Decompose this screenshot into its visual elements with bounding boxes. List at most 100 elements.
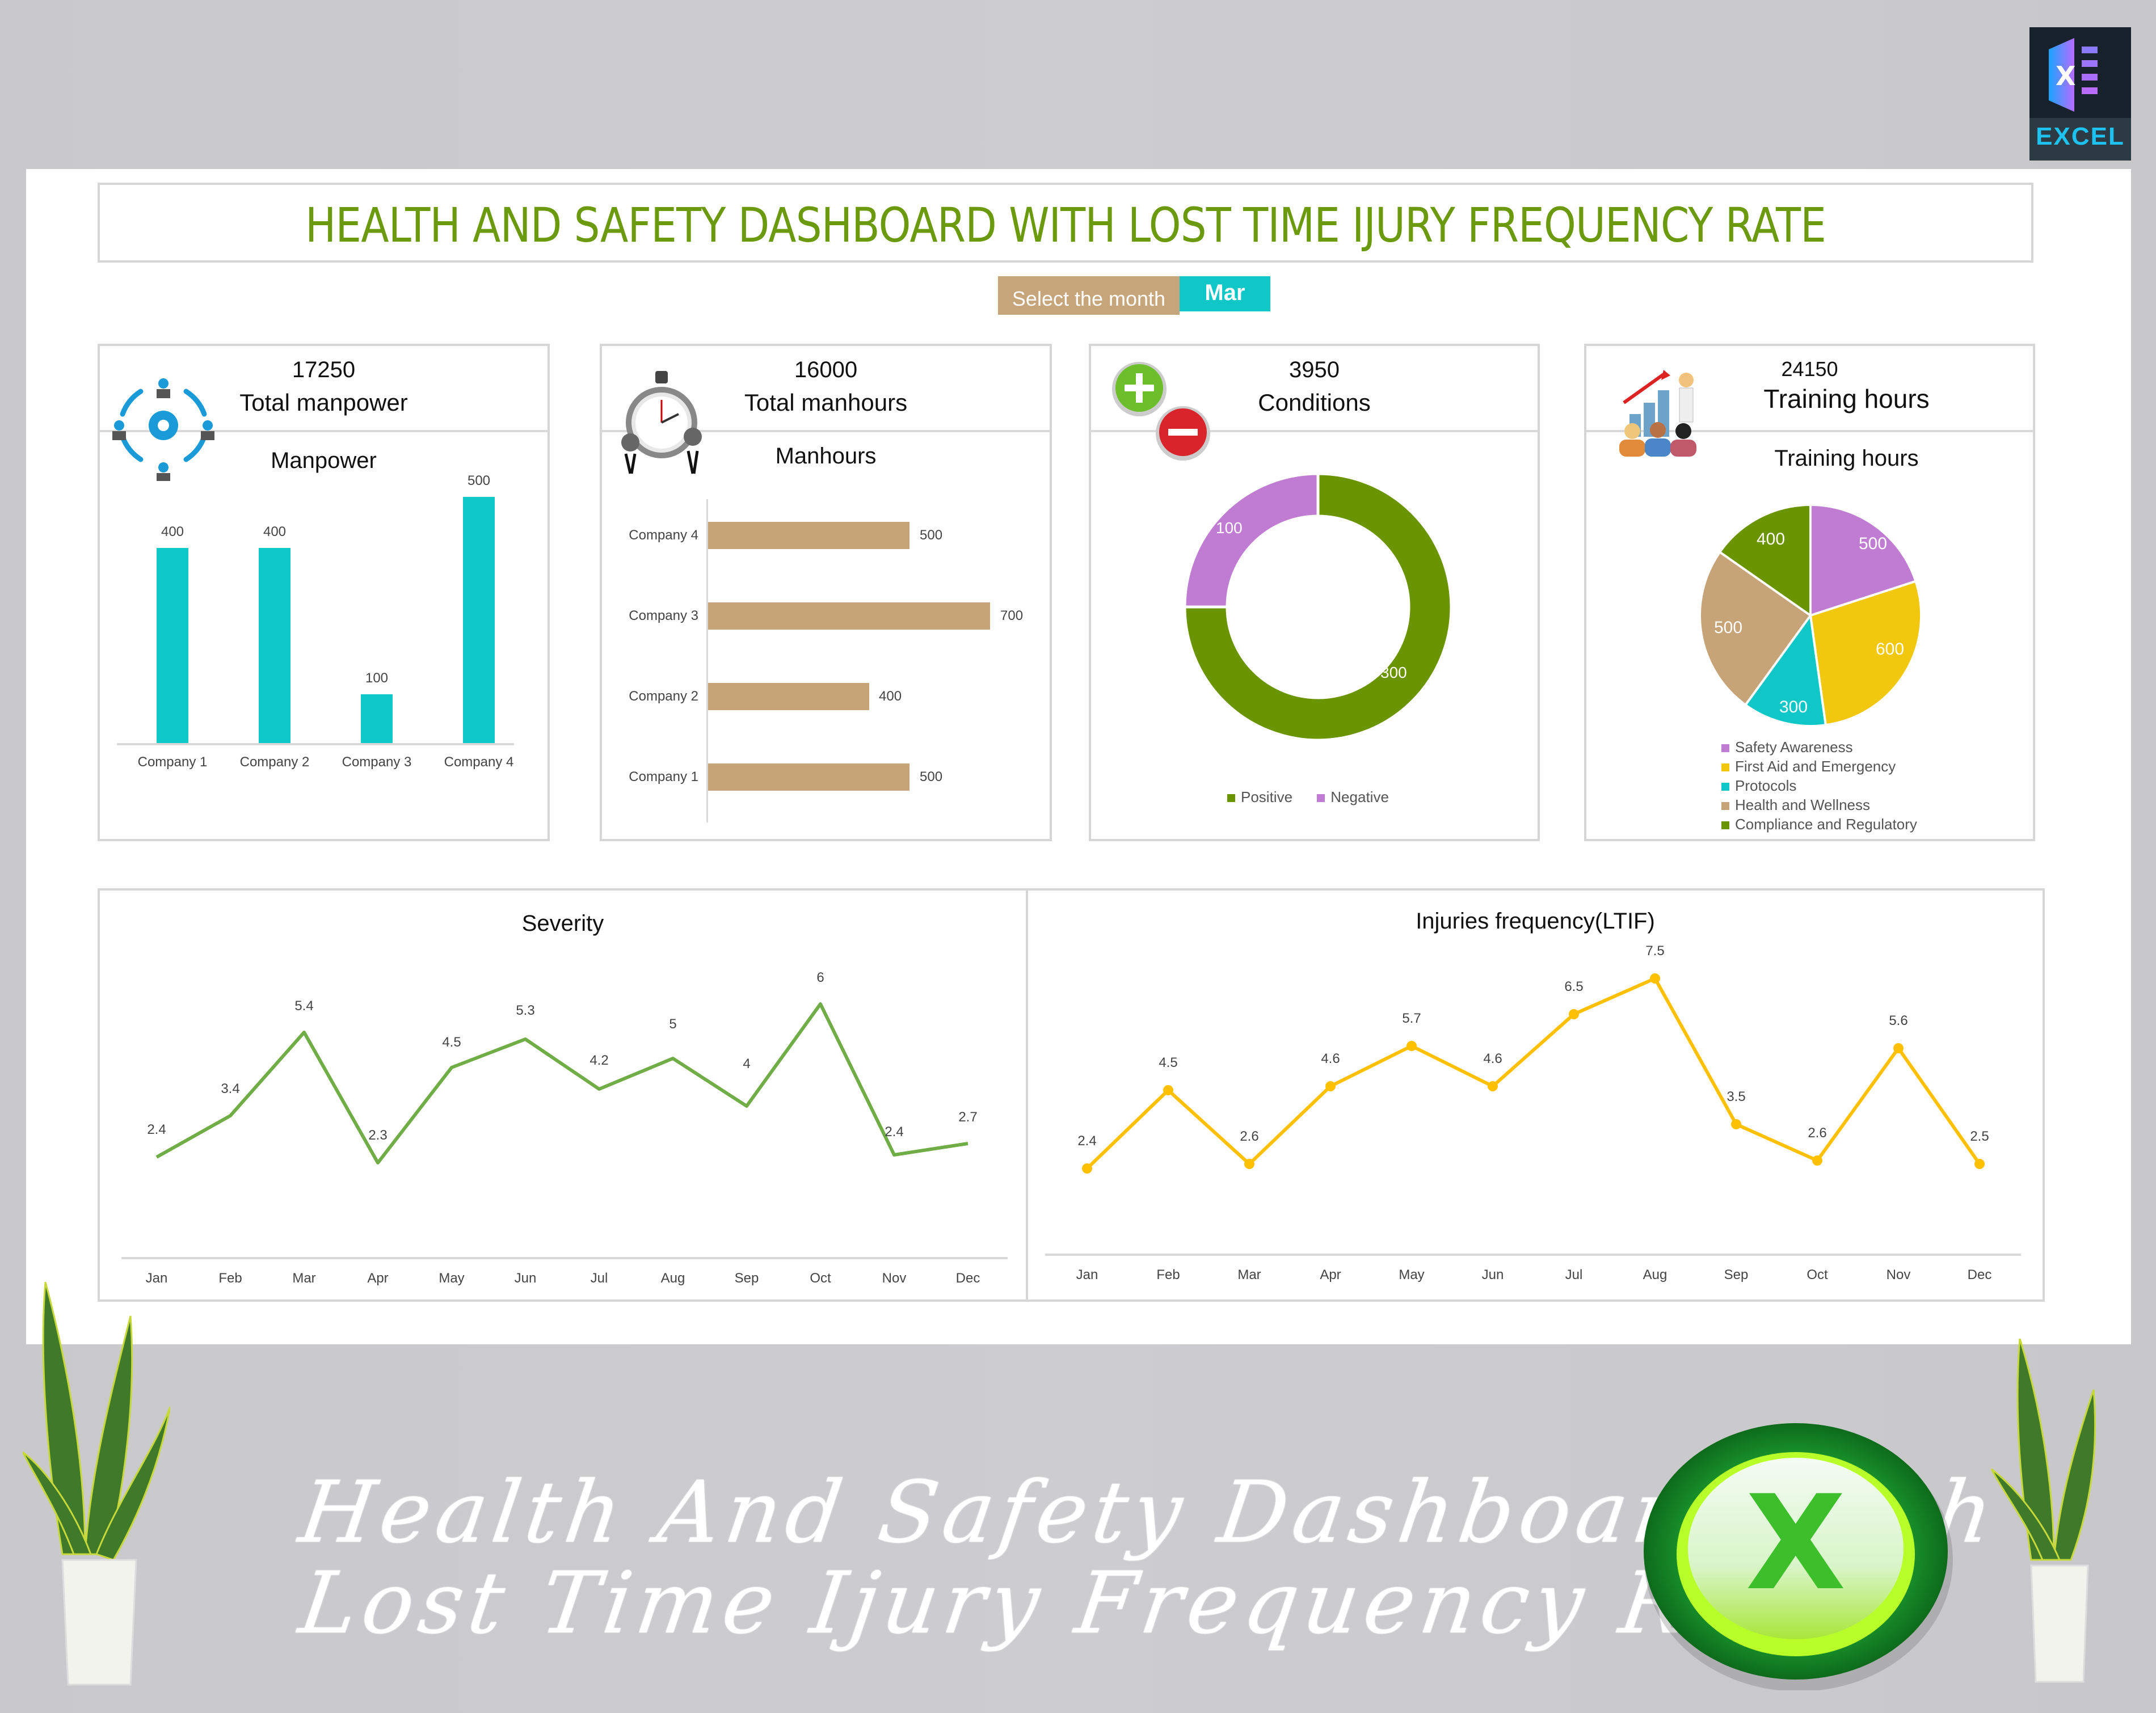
x-axis-label: Jan <box>1076 1267 1098 1282</box>
conditions-card: 3950 Conditions 100 300 Positive Negativ… <box>1089 344 1540 841</box>
data-label: 2.6 <box>1808 1125 1827 1141</box>
pie-slice-health-wellness[interactable] <box>1699 550 1812 707</box>
x-axis-label: Mar <box>1237 1267 1261 1282</box>
manhours-bar-chart: Company 4 Company 3 Company 2 Company 1 … <box>602 499 1050 828</box>
bar-company-2[interactable] <box>259 548 290 743</box>
conditions-legend: Positive Negative <box>1227 788 1389 806</box>
x-axis-label: Company 4 <box>444 754 514 770</box>
bar-value: 500 <box>920 528 943 543</box>
total-manpower-label: Total manpower <box>239 389 408 416</box>
data-label: 2.7 <box>958 1109 978 1125</box>
data-label: 4.5 <box>442 1035 461 1050</box>
data-label: 4.5 <box>1159 1055 1178 1070</box>
total-manhours-label: Total manhours <box>744 389 908 416</box>
legend-item: Safety Awareness <box>1735 739 1853 756</box>
legend-item: First Aid and Emergency <box>1735 758 1896 775</box>
pie-slice-compliance[interactable] <box>1718 503 1812 618</box>
y-axis-label: Company 1 <box>629 769 698 784</box>
excel-book-icon: X <box>2049 38 2098 112</box>
training-hours-value: 24150 <box>1781 357 1838 381</box>
plant-right-icon <box>1990 1339 2096 1683</box>
manpower-card-header: 17250 Total manpower <box>100 346 548 432</box>
bar-company-3[interactable] <box>361 694 393 743</box>
data-label: 6.5 <box>1564 979 1584 994</box>
x-axis-label: May <box>1399 1267 1425 1282</box>
ltif-chart-panel: Injuries frequency(LTIF) 2.4 4.5 2.6 4.6… <box>1026 888 2045 1302</box>
data-label: 2.6 <box>1240 1129 1259 1144</box>
pie-value: 500 <box>1714 618 1743 637</box>
training-card-header: 24150 Training hours <box>1586 346 2033 432</box>
legend-positive: Positive <box>1241 788 1293 805</box>
data-label: 4.6 <box>1483 1051 1502 1066</box>
x-axis-label: Aug <box>1643 1267 1667 1282</box>
total-manpower-value: 17250 <box>292 357 356 382</box>
x-axis-label: Sep <box>1724 1267 1749 1282</box>
data-label: 5.4 <box>294 998 314 1014</box>
data-label: 7.5 <box>1645 943 1665 959</box>
bar-value: 700 <box>1000 608 1024 623</box>
x-axis-label: Jun <box>514 1271 537 1286</box>
x-axis-label: Jan <box>145 1271 168 1286</box>
bar-company-1[interactable] <box>708 763 909 791</box>
svg-text:X: X <box>2056 61 2075 91</box>
y-axis-label: Company 2 <box>629 689 698 704</box>
conditions-value: 3950 <box>1289 357 1340 382</box>
bar-value: 500 <box>467 473 491 488</box>
severity-chart-title: Severity <box>521 911 604 936</box>
x-axis-label: Oct <box>1807 1267 1828 1282</box>
y-axis-label: Company 4 <box>629 528 698 543</box>
pie-value: 300 <box>1779 698 1808 716</box>
total-manhours-value: 16000 <box>794 357 858 382</box>
x-axis-label: Aug <box>660 1271 685 1286</box>
plus-minus-icon <box>1112 362 1210 461</box>
doughnut-slice-positive[interactable] <box>1183 472 1453 742</box>
conditions-doughnut-chart <box>1183 472 1453 742</box>
training-hours-label: Training hours <box>1763 384 1930 414</box>
bar-value: 400 <box>263 524 287 539</box>
manhours-chart-title: Manhours <box>775 444 877 469</box>
doughnut-slice-negative[interactable] <box>1183 472 1320 609</box>
footer-title-line-2: Lost Time Ijury Frequency Rate <box>293 1554 1852 1653</box>
bar-company-4[interactable] <box>708 522 909 549</box>
bar-value: 500 <box>920 769 943 784</box>
manpower-bar-chart: 400 400 100 500 Company 1 Company 2 Comp… <box>117 473 537 822</box>
x-axis-label: Company 1 <box>137 754 208 770</box>
pie-value: 400 <box>1757 530 1786 549</box>
y-axis-label: Company 3 <box>629 608 698 623</box>
bar-company-4[interactable] <box>463 497 495 743</box>
data-label: 4 <box>743 1056 751 1071</box>
bar-company-1[interactable] <box>157 548 188 743</box>
data-label: 5.6 <box>1889 1013 1908 1028</box>
manhours-card: 16000 Total manhours Manhours Company 4 … <box>600 344 1052 841</box>
manpower-chart-title: Manpower <box>271 448 377 473</box>
bar-company-3[interactable] <box>708 602 990 630</box>
x-axis-label: Jul <box>590 1271 608 1286</box>
data-label: 3.5 <box>1727 1089 1746 1104</box>
x-axis-label: Apr <box>367 1271 389 1286</box>
x-axis-label: Jul <box>1565 1267 1583 1282</box>
pie-slice-protocols[interactable] <box>1744 612 1827 728</box>
x-axis-label: Feb <box>1156 1267 1180 1282</box>
data-label: 5.3 <box>516 1003 535 1018</box>
bar-company-2[interactable] <box>708 683 869 710</box>
x-axis-label: Feb <box>218 1271 242 1286</box>
x-axis-label: Apr <box>1320 1267 1341 1282</box>
x-axis-label: Sep <box>734 1271 759 1286</box>
data-label: 2.4 <box>1077 1133 1097 1149</box>
x-axis-label: Dec <box>955 1271 980 1286</box>
training-chart-title: Training hours <box>1774 446 1919 471</box>
pie-slice-first-aid[interactable] <box>1809 580 1923 727</box>
doughnut-value-negative: 100 <box>1216 519 1243 537</box>
x-axis-label: Company 2 <box>239 754 310 770</box>
plant-left-icon <box>23 1282 170 1686</box>
month-selector-dropdown[interactable]: Mar <box>1180 276 1270 311</box>
pie-slice-safety-awareness[interactable] <box>1809 503 1918 617</box>
manhours-card-header: 16000 Total manhours <box>602 346 1050 432</box>
legend-item: Health and Wellness <box>1735 796 1870 813</box>
conditions-label: Conditions <box>1258 389 1371 416</box>
bar-value: 400 <box>879 689 902 704</box>
legend-negative: Negative <box>1330 788 1389 805</box>
excel-x-logo-icon: X <box>1644 1423 1953 1690</box>
legend-item: Protocols <box>1735 777 1797 794</box>
page-title: HEALTH AND SAFETY DASHBOARD WITH LOST TI… <box>305 197 1826 253</box>
